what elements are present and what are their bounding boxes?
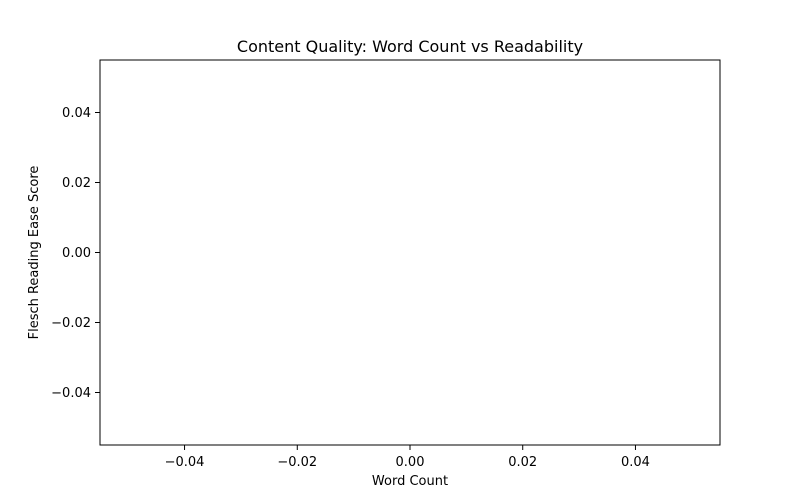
x-tick-label: −0.02	[277, 455, 317, 470]
x-tick-label: −0.04	[165, 455, 205, 470]
y-axis: −0.04 −0.02 0.00 0.02 0.04	[51, 106, 100, 401]
y-tick-label: 0.00	[62, 246, 91, 261]
y-tick-label: −0.02	[51, 316, 91, 331]
x-axis-label: Word Count	[372, 474, 448, 489]
y-tick-label: 0.04	[62, 106, 91, 121]
x-axis: −0.04 −0.02 0.00 0.02 0.04	[165, 445, 650, 470]
y-tick-label: −0.04	[51, 386, 91, 401]
x-tick-label: 0.04	[621, 455, 650, 470]
y-axis-label: Flesch Reading Ease Score	[27, 166, 42, 340]
x-tick-label: 0.00	[396, 455, 425, 470]
chart-title: Content Quality: Word Count vs Readabili…	[237, 37, 583, 56]
y-tick-label: 0.02	[62, 176, 91, 191]
x-tick-label: 0.02	[508, 455, 537, 470]
